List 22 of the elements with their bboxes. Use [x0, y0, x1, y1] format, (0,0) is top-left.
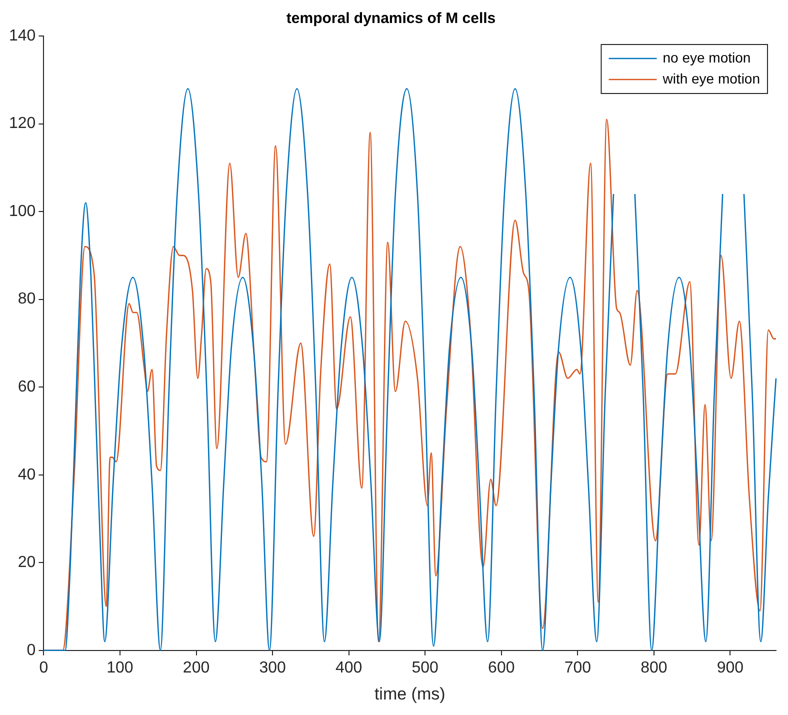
x-tick-label: 900 [716, 659, 744, 676]
y-tick-label: 60 [18, 378, 36, 396]
y-tick-label: 40 [18, 466, 36, 484]
x-tick-label: 400 [335, 659, 362, 676]
x-tick-label: 200 [182, 659, 210, 676]
x-tick-label: 0 [39, 659, 48, 676]
y-tick-label: 80 [18, 290, 36, 308]
x-tick-label: 500 [412, 659, 439, 676]
x-axis-title: time (ms) [374, 684, 446, 704]
chart-title: temporal dynamics of M cells [286, 10, 496, 28]
x-tick-label: 800 [640, 659, 668, 676]
y-tick-label: 20 [18, 554, 36, 572]
x-tick-label: 300 [259, 659, 286, 676]
y-tick-label: 120 [8, 115, 36, 132]
x-tick-label: 700 [564, 659, 592, 676]
x-tick-label: 600 [488, 659, 515, 676]
y-tick-label: 140 [8, 27, 36, 44]
y-tick-label: 0 [26, 642, 36, 659]
legend-label: with eye motion [662, 70, 760, 86]
y-tick-label: 100 [8, 202, 36, 220]
x-tick-label: 100 [106, 659, 134, 676]
legend-label: no eye motion [662, 49, 751, 66]
